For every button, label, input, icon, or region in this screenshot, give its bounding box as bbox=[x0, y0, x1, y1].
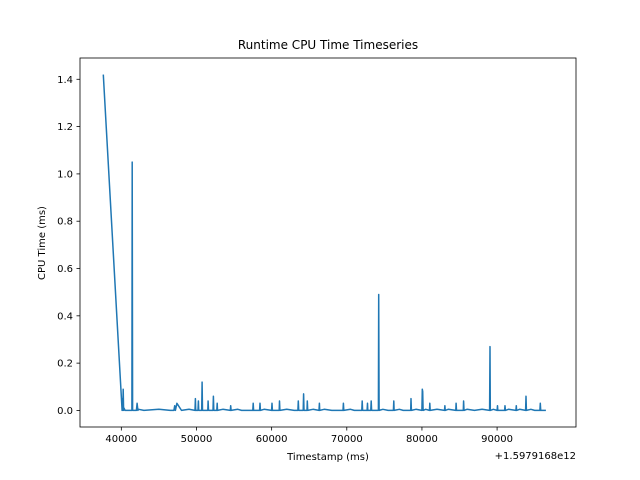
y-tick-label: 1.2 bbox=[57, 122, 73, 133]
x-axis-offset-label: +1.5979168e12 bbox=[495, 451, 576, 462]
y-axis-ticks: 0.0 0.2 0.4 0.6 0.8 1.0 1.2 1.4 bbox=[57, 75, 80, 417]
chart-title: Runtime CPU Time Timeseries bbox=[238, 38, 418, 52]
x-tick-label: 40000 bbox=[105, 434, 137, 445]
series-line-cpu-time bbox=[102, 74, 546, 412]
y-tick-label: 0.4 bbox=[57, 311, 73, 322]
x-axis-label: Timestamp (ms) bbox=[286, 452, 369, 463]
y-tick-label: 1.0 bbox=[57, 169, 73, 180]
y-tick-label: 0.2 bbox=[57, 359, 73, 370]
x-tick-label: 60000 bbox=[256, 434, 288, 445]
y-axis-label: CPU Time (ms) bbox=[37, 206, 48, 280]
x-axis-ticks: 40000 50000 60000 70000 80000 90000 bbox=[105, 427, 513, 445]
x-tick-label: 80000 bbox=[406, 434, 438, 445]
x-tick-label: 70000 bbox=[331, 434, 363, 445]
plot-area bbox=[79, 57, 577, 428]
x-tick-label: 90000 bbox=[481, 434, 513, 445]
y-tick-label: 1.4 bbox=[57, 75, 73, 86]
y-tick-label: 0.6 bbox=[57, 264, 73, 275]
x-tick-label: 50000 bbox=[181, 434, 213, 445]
axes-frame bbox=[79, 57, 577, 428]
y-tick-label: 0.0 bbox=[57, 406, 73, 417]
y-tick-label: 0.8 bbox=[57, 217, 73, 228]
